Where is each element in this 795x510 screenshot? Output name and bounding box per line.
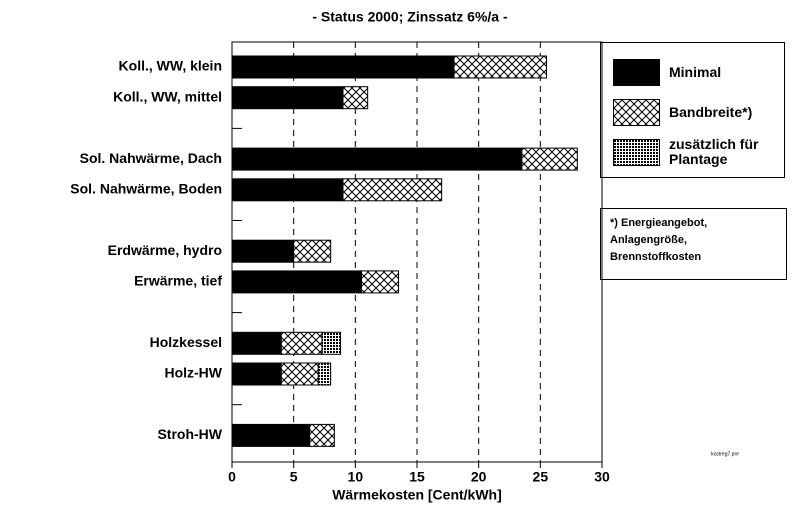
x-tick-label: 0 [228,469,236,485]
bar-segment [317,362,332,386]
bar-segment [342,178,443,202]
x-tick-label: 30 [594,469,610,485]
y-tick-label: Sol. Nahwärme, Dach [80,150,222,166]
swatch-fill [614,140,659,165]
legend-label: zusätzlich für Plantage [669,136,759,167]
legend-swatch [613,139,660,166]
swatch-fill [614,100,659,125]
legend-swatch [613,59,660,86]
note-box: *) Energieangebot, Anlagengröße, Brennstof… [600,208,787,280]
bar-segment [453,55,547,79]
bar-segment [280,331,323,355]
file-label: kostreg7.pre [711,451,739,457]
chart-title: - Status 2000; Zinssatz 6%/a - [312,9,508,25]
bar-segment [231,178,344,202]
bar-segment [231,86,344,110]
legend-label: Bandbreite*) [669,104,753,120]
bar-segment [361,270,399,294]
bar-segment [231,55,455,79]
x-tick-label: 15 [409,469,425,485]
y-tick-label: Koll., WW, klein [119,58,222,74]
x-tick-label: 25 [533,469,549,485]
note-line: Anlagengröße, [610,234,688,246]
bar-segment [231,239,295,263]
y-tick-label: Holzkessel [150,334,222,350]
plot-frame [231,41,603,463]
note-line: *) Energieangebot, [610,217,708,229]
y-tick-label: Stroh-HW [157,426,222,442]
x-axis-label: Wärmekosten [Cent/kWh] [332,487,502,503]
legend: Minimal Bandbreite*) zusätzlich für Planta… [600,42,785,178]
bar-segment [231,331,282,355]
legend-swatch [613,99,660,126]
bar-segment [309,423,335,447]
bar-segment [521,147,578,171]
x-tick-label: 10 [348,469,364,485]
note-line: Brennstoffkosten [610,251,702,263]
y-tick-label: Holz-HW [164,365,222,381]
bar-segment [342,86,369,110]
x-tick-label: 5 [290,469,298,485]
x-tick-label: 20 [471,469,487,485]
y-tick-label: Sol. Nahwärme, Boden [70,181,222,197]
bar-segment [231,423,311,447]
bar-segment [231,270,362,294]
bar-segment [231,147,523,171]
bar-segment [280,362,319,386]
bar-segment [231,362,282,386]
legend-label: Minimal [669,64,722,80]
y-tick-label: Erdwärme, hydro [108,242,222,258]
y-tick-label: Erwärme, tief [134,273,222,289]
bar-segment [293,239,332,263]
y-tick-label: Koll., WW, mittel [113,88,222,104]
bar-segment [321,331,342,355]
